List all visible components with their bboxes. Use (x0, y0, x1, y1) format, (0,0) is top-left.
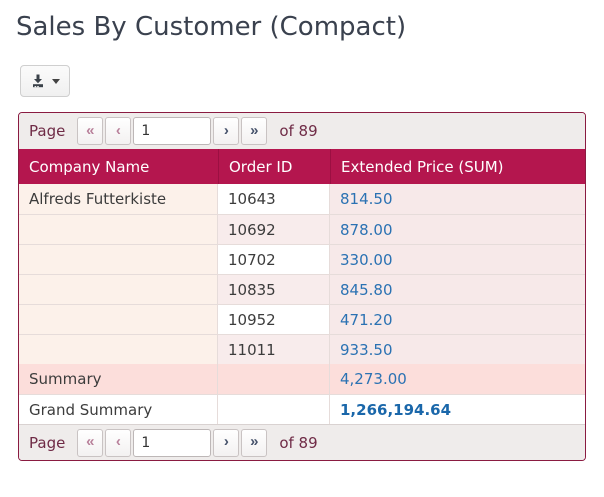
page-count-label: of 89 (279, 433, 318, 452)
grand-summary-row: Grand Summary 1,266,194.64 (19, 394, 585, 424)
first-page-button[interactable]: « (77, 117, 104, 145)
last-page-button[interactable]: » (241, 428, 268, 457)
summary-label: Summary (19, 364, 218, 394)
table-header-row: Company Name Order ID Extended Price (SU… (19, 149, 585, 184)
next-page-button[interactable]: › (213, 117, 240, 145)
next-page-button[interactable]: › (213, 428, 240, 457)
export-button[interactable] (20, 65, 70, 97)
grand-summary-order-cell (218, 395, 330, 424)
first-page-button[interactable]: « (77, 428, 104, 457)
summary-value: 4,273.00 (330, 364, 585, 394)
grand-summary-value: 1,266,194.64 (330, 395, 585, 424)
sales-grid: Page « ‹ › » of 89 Company Name Order ID… (18, 112, 586, 461)
company-name-cell (19, 215, 218, 244)
extended-price-cell: 933.50 (330, 335, 585, 364)
table-row: 10952 471.20 (19, 304, 585, 334)
company-name-cell (19, 335, 218, 364)
extended-price-cell: 330.00 (330, 245, 585, 274)
company-name-cell (19, 245, 218, 274)
order-id-cell: 10643 (218, 184, 330, 214)
toolbar (20, 65, 604, 97)
extended-price-cell: 845.80 (330, 275, 585, 304)
page-count-label: of 89 (279, 122, 318, 140)
table-body: Alfreds Futterkiste 10643 814.50 10692 8… (19, 184, 585, 364)
prev-page-button[interactable]: ‹ (105, 117, 132, 145)
caret-down-icon (52, 78, 60, 84)
extended-price-cell: 878.00 (330, 215, 585, 244)
pager-label: Page (29, 433, 66, 452)
order-id-cell: 10702 (218, 245, 330, 274)
table-row: 11011 933.50 (19, 334, 585, 364)
order-id-cell: 10692 (218, 215, 330, 244)
download-icon (30, 73, 46, 89)
prev-page-button[interactable]: ‹ (105, 428, 132, 457)
page-number-input[interactable] (133, 117, 212, 145)
page-number-input[interactable] (133, 428, 212, 457)
summary-row: Summary 4,273.00 (19, 364, 585, 394)
extended-price-cell: 471.20 (330, 305, 585, 334)
page-title: Sales By Customer (Compact) (16, 12, 407, 42)
table-row: 10835 845.80 (19, 274, 585, 304)
column-header-company-name[interactable]: Company Name (29, 157, 150, 176)
table-row: 10702 330.00 (19, 244, 585, 274)
table-row: 10692 878.00 (19, 214, 585, 244)
extended-price-cell: 814.50 (330, 184, 585, 214)
order-id-cell: 10952 (218, 305, 330, 334)
company-name-cell: Alfreds Futterkiste (19, 184, 218, 214)
company-name-cell (19, 275, 218, 304)
pager-label: Page (29, 122, 66, 140)
order-id-cell: 10835 (218, 275, 330, 304)
pager-bottom: Page « ‹ › » of 89 (19, 424, 585, 460)
table-row: Alfreds Futterkiste 10643 814.50 (19, 184, 585, 214)
order-id-cell: 11011 (218, 335, 330, 364)
column-header-extended-price[interactable]: Extended Price (SUM) (330, 149, 585, 184)
grand-summary-label: Grand Summary (19, 395, 218, 424)
pager-top: Page « ‹ › » of 89 (19, 113, 585, 149)
last-page-button[interactable]: » (241, 117, 268, 145)
company-name-cell (19, 305, 218, 334)
column-header-order-id[interactable]: Order ID (218, 149, 330, 184)
summary-order-cell (218, 364, 330, 394)
